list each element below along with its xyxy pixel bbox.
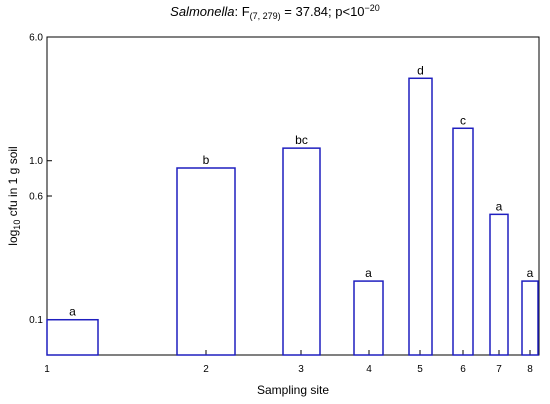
title-stat-prefix: : F [234,4,250,19]
bar-site-5 [408,77,433,356]
title-df: (7, 279) [249,11,281,21]
chart-title: Salmonella: F(7, 279) = 37.84; p<10−20 [0,3,550,21]
bar-site-3 [282,147,321,356]
x-tick-label: 2 [203,364,209,375]
x-tick-label: 8 [527,364,533,375]
group-letter: a [69,305,76,319]
group-letter: bc [295,133,308,147]
bar-site-1 [46,318,99,356]
x-tick-label: 1 [44,364,50,375]
bar-site-2 [176,167,236,356]
group-letter: a [496,199,503,213]
plot-frame [46,36,540,356]
y-axis-label: log10 cfu in 1 g soil [3,37,23,355]
x-tick-label: 5 [417,364,423,375]
bar-site-7 [489,213,509,356]
svg-text:log10 cfu in 1 g soil: log10 cfu in 1 g soil [6,146,22,245]
x-tick-label: 4 [366,364,372,375]
x-axis-label: Sampling site [256,383,330,397]
title-p-exponent: −20 [364,3,380,13]
x-tick-label: 3 [298,364,304,375]
x-axis-ticks: 1 2 3 4 5 6 7 8 [44,350,533,375]
y-tick-label: 0.1 [29,315,43,326]
group-letter: a [527,266,534,280]
bar-site-8 [521,280,539,356]
y-label-base: log [6,230,20,246]
group-letter: a [365,266,372,280]
group-letter: d [417,63,424,77]
bar-site-4 [353,280,384,356]
title-organism: Salmonella [170,4,235,19]
group-letters: a b bc a d c a a [69,63,534,318]
x-tick-label: 7 [496,364,502,375]
title-stat-value: = 37.84; p<10 [280,4,365,19]
x-tick-label: 6 [460,364,466,375]
group-letter: b [203,153,210,167]
y-label-rest: cfu in 1 g soil [6,146,20,219]
bars [46,77,539,356]
y-tick-label: 0.6 [29,192,43,203]
group-letter: c [460,113,466,127]
y-axis-ticks: 0.1 0.6 1.0 6.0 [29,33,52,326]
y-label-sub: 10 [12,220,22,230]
bar-site-6 [452,127,474,356]
y-tick-label: 1.0 [29,156,43,167]
y-tick-label: 6.0 [29,33,43,44]
